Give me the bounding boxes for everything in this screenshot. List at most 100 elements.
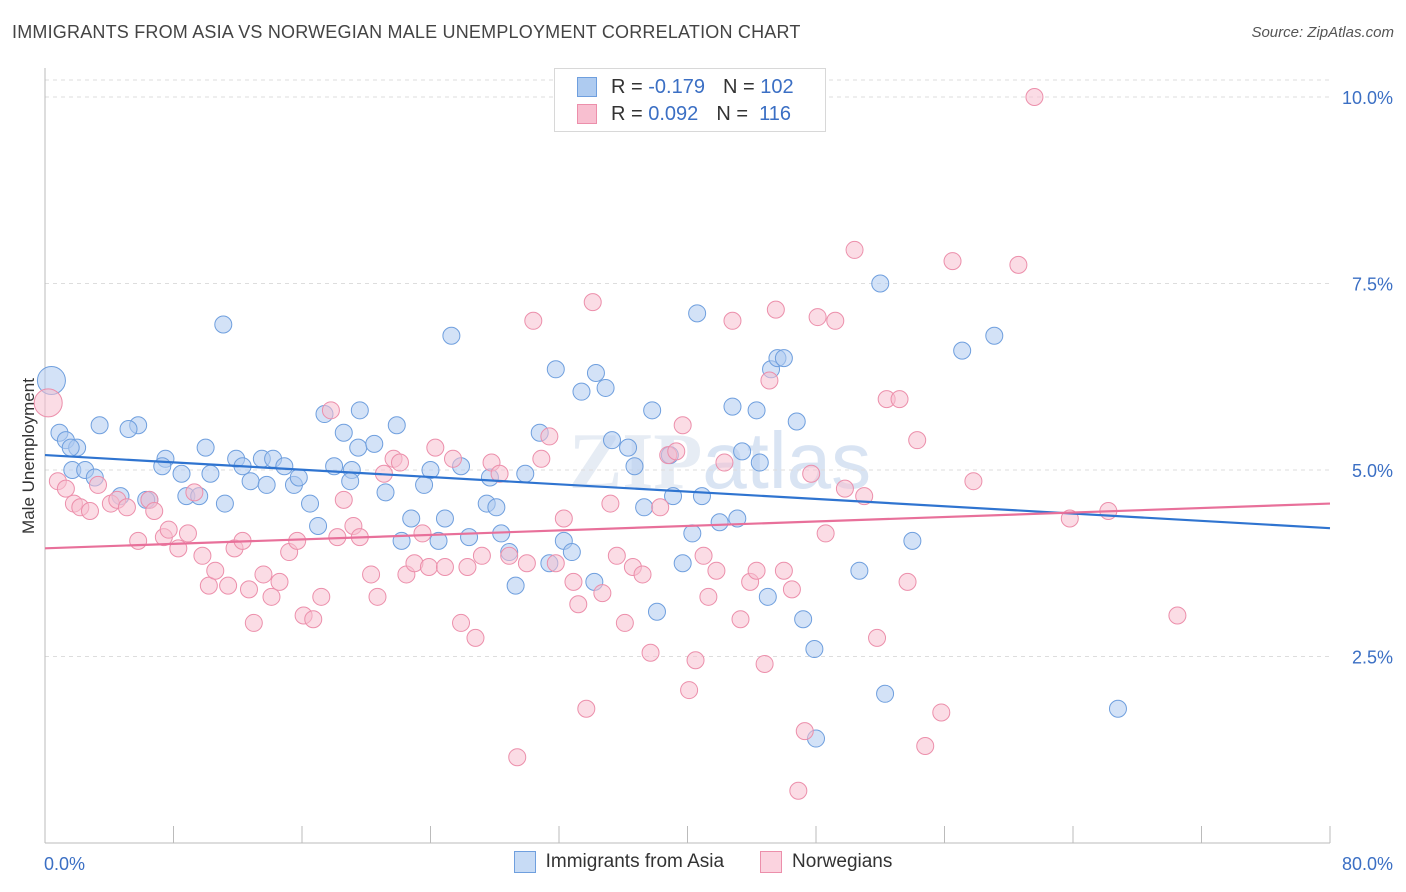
asia-point (871, 274, 890, 293)
norwegians-point (601, 494, 620, 513)
norwegians-point (694, 546, 713, 565)
r-value: -0.179 (648, 75, 705, 98)
norwegians-point (916, 737, 935, 756)
asia-point (241, 472, 260, 491)
y-tick-label: 7.5% (1352, 275, 1393, 295)
asia-point (794, 610, 813, 629)
norwegians-point (667, 442, 686, 461)
asia-point (435, 509, 454, 528)
asia-point (257, 475, 276, 494)
norwegians-point (219, 576, 238, 595)
stats-row-norwegians: R = 0.092 N = 116 (577, 100, 791, 128)
asia-point (850, 561, 869, 580)
norwegians-point (774, 561, 793, 580)
norwegians-point (802, 464, 821, 483)
asia-point (487, 498, 506, 517)
asia-legend-swatch (513, 851, 536, 873)
asia-point (442, 326, 461, 345)
norwegians-point (239, 580, 258, 599)
norwegians-point (532, 449, 551, 468)
asia-point (723, 397, 742, 416)
norwegians-point (524, 311, 543, 330)
asia-point (603, 431, 622, 450)
chart-title: IMMIGRANTS FROM ASIA VS NORWEGIAN MALE U… (12, 22, 801, 42)
asia-point (301, 494, 320, 513)
norwegians-point (673, 416, 692, 435)
y-tick-label: 10.0% (1342, 88, 1393, 108)
norwegians-point (723, 311, 742, 330)
legend-item-asia[interactable]: Immigrants from Asia (513, 851, 725, 873)
norwegians-point (633, 565, 652, 584)
r-label: R = (611, 102, 643, 125)
norwegians-point (816, 524, 835, 543)
asia-point (334, 423, 353, 442)
n-label: N = (716, 102, 748, 125)
asia-point (516, 464, 535, 483)
asia-point (692, 487, 711, 506)
norwegians-point (1009, 255, 1028, 274)
asia-point (214, 315, 233, 334)
norwegians-point (795, 722, 814, 741)
norwegians-point (419, 557, 438, 576)
norwegians-point (458, 557, 477, 576)
legend-label: Immigrants from Asia (545, 851, 725, 872)
norwegians-point (178, 524, 197, 543)
asia-point (953, 341, 972, 360)
r-label: R = (611, 75, 643, 98)
asia-point (747, 401, 766, 420)
asia-point (733, 442, 752, 461)
norwegians-point (33, 388, 63, 418)
norwegians-point (583, 293, 602, 312)
norwegians-swatch (577, 104, 597, 124)
norwegians-point (443, 449, 462, 468)
asia-point (635, 498, 654, 517)
norwegians-point (321, 401, 340, 420)
asia-point (201, 464, 220, 483)
asia-point (787, 412, 806, 431)
norwegians-point (593, 584, 612, 603)
norwegians-point (554, 509, 573, 528)
x-tick-label-min: 0.0% (44, 854, 85, 874)
asia-point (805, 640, 824, 659)
asia-point (289, 468, 308, 487)
norwegians-point (943, 252, 962, 271)
norwegians-point (908, 431, 927, 450)
norwegians-point (159, 520, 178, 539)
asia-point (61, 438, 80, 457)
norwegians-point (755, 654, 774, 673)
asia-point (365, 434, 384, 453)
series-legend: Immigrants from Asia Norwegians (0, 851, 1406, 873)
asia-point (683, 524, 702, 543)
norwegians-point (185, 483, 204, 502)
n-label: N = (722, 75, 755, 98)
norwegians-point (747, 561, 766, 580)
source-note: Source: ZipAtlas.com (1251, 24, 1394, 41)
asia-trend-line (44, 453, 1331, 530)
norwegians-point (508, 748, 527, 767)
norwegians-point (206, 561, 225, 580)
norwegians-point (1168, 606, 1187, 625)
x-tick-label-max: 80.0% (1342, 854, 1393, 874)
norwegians-point (686, 651, 705, 670)
asia-point (215, 494, 234, 513)
asia-point (619, 438, 638, 457)
legend-item-norwegians[interactable]: Norwegians (760, 851, 892, 873)
norwegians-point (129, 531, 148, 550)
norwegians-point (262, 587, 281, 606)
asia-point (643, 401, 662, 420)
norwegians-point (466, 628, 485, 647)
n-value: 116 (759, 102, 792, 125)
norwegians-point (452, 613, 471, 632)
n-value: 102 (760, 75, 794, 98)
asia-point (506, 576, 525, 595)
asia-point (341, 472, 360, 491)
asia-point (429, 531, 448, 550)
norwegians-point (826, 311, 845, 330)
norwegians-point (564, 572, 583, 591)
asia-point (985, 326, 1004, 345)
asia-point (376, 483, 395, 502)
asia-point (586, 364, 605, 383)
asia-point (421, 461, 440, 479)
asia-point (172, 464, 191, 483)
